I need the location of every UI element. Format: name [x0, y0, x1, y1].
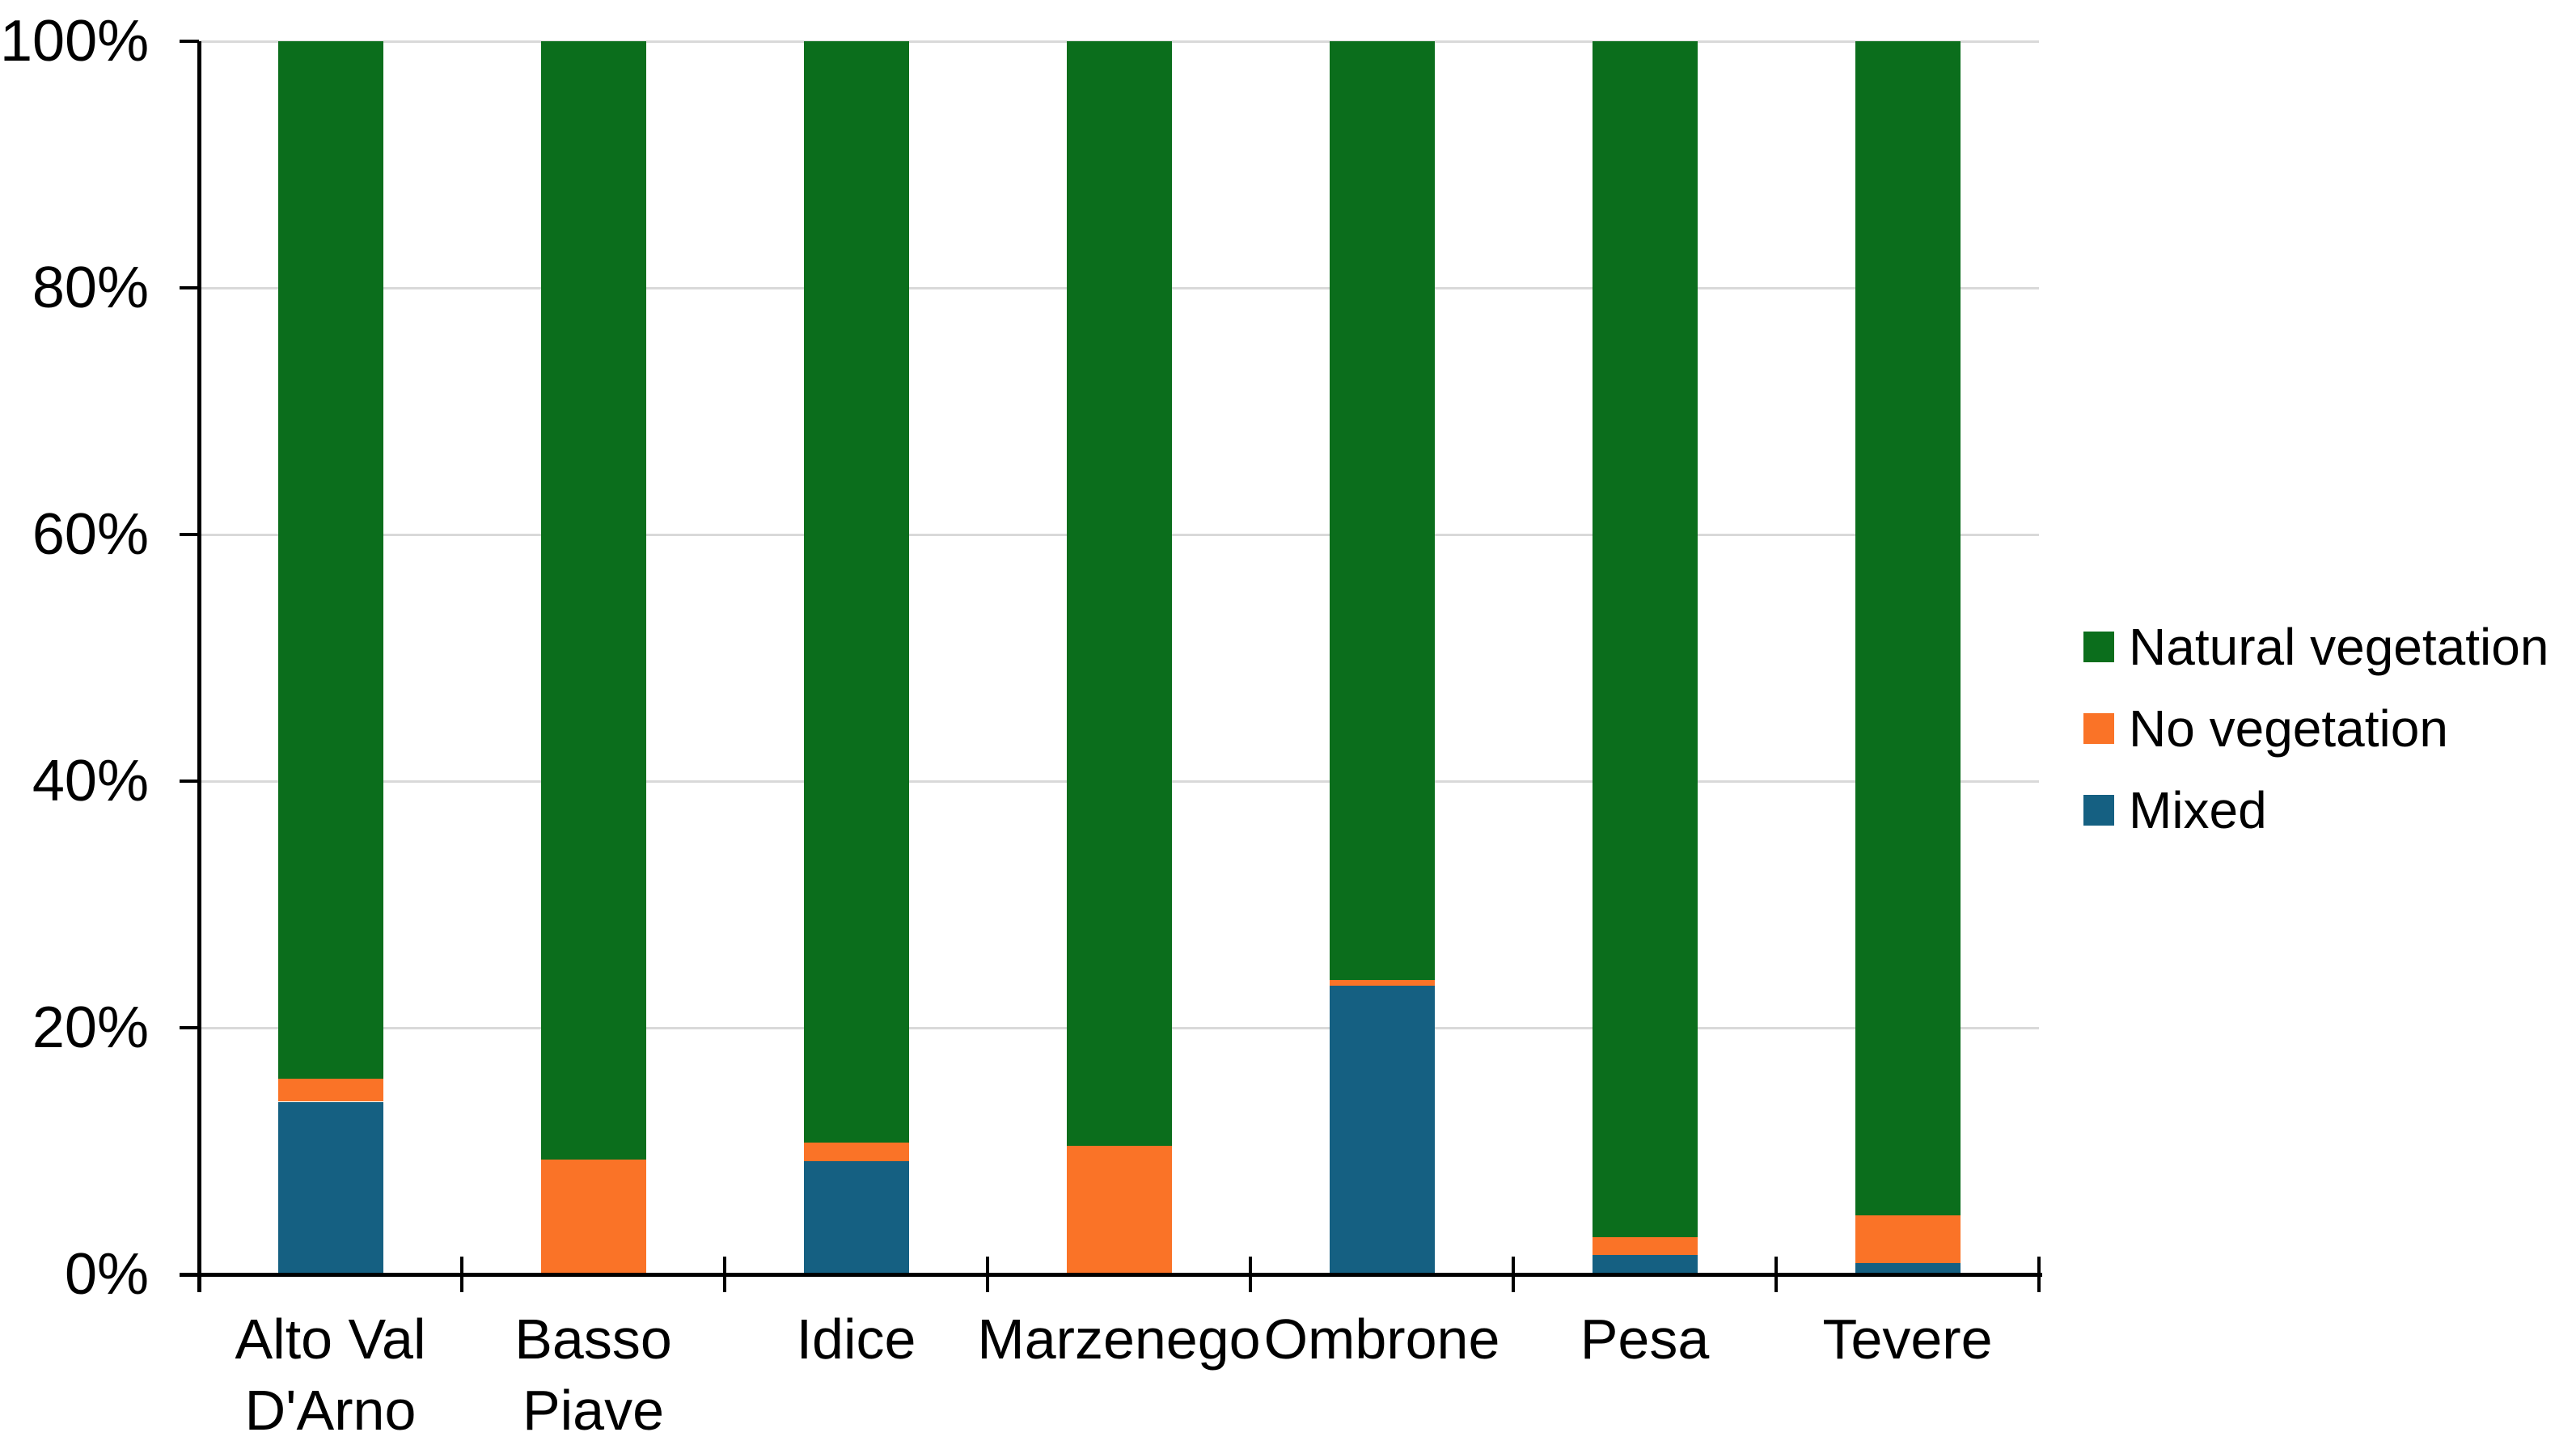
x-axis-tick — [460, 1257, 463, 1292]
bar-segment-natural-vegetation — [277, 41, 383, 1079]
x-axis-line — [180, 1273, 2042, 1277]
legend-label: Mixed — [2129, 781, 2267, 839]
bar-segment-no-vegetation — [1592, 1237, 1698, 1255]
bar-segment-natural-vegetation — [1066, 41, 1172, 1147]
category-label: Marzenego — [977, 1308, 1261, 1371]
bar-segment-no-vegetation — [540, 1160, 646, 1274]
y-axis-tick — [180, 40, 199, 43]
y-axis-tick-label: 60% — [32, 502, 149, 567]
bar-segment-no-vegetation — [1066, 1146, 1172, 1274]
category-label: Basso Piave — [514, 1308, 672, 1442]
legend-item: No vegetation — [2083, 698, 2448, 759]
x-axis-tick — [723, 1257, 726, 1292]
bar-segment-no-vegetation — [277, 1078, 383, 1102]
x-axis-tick — [2037, 1257, 2041, 1292]
legend-item: Mixed — [2083, 780, 2267, 841]
bar-segment-natural-vegetation — [1592, 41, 1698, 1238]
bar-segment-mixed — [1329, 986, 1435, 1274]
category-label: Alto Val D'Arno — [235, 1308, 426, 1442]
y-axis-tick — [180, 286, 199, 289]
category-label: Tevere — [1822, 1308, 1993, 1371]
category-label: Ombrone — [1263, 1308, 1500, 1371]
y-axis-tick-label: 100% — [0, 9, 150, 74]
bar-segment-mixed — [803, 1160, 909, 1274]
x-axis-tick — [1774, 1257, 1778, 1292]
x-axis-tick — [1249, 1257, 1252, 1292]
x-axis-tick — [197, 1257, 201, 1292]
bar-segment-mixed — [1855, 1263, 1961, 1274]
x-axis-tick — [986, 1257, 989, 1292]
category-label: Idice — [796, 1308, 916, 1371]
bar-segment-mixed — [1592, 1254, 1698, 1274]
legend-item: Natural vegetation — [2083, 616, 2549, 678]
y-axis-tick-label: 0% — [64, 1242, 149, 1307]
bar-segment-no-vegetation — [803, 1142, 909, 1161]
legend-label: No vegetation — [2129, 699, 2448, 758]
legend-swatch-icon — [2083, 632, 2114, 662]
bar-segment-mixed — [277, 1101, 383, 1274]
legend-swatch-icon — [2083, 795, 2114, 826]
bar-segment-natural-vegetation — [1855, 41, 1961, 1215]
category-label: Pesa — [1580, 1308, 1710, 1371]
legend-label: Natural vegetation — [2129, 618, 2549, 676]
bar-segment-natural-vegetation — [1329, 41, 1435, 980]
bar-segment-no-vegetation — [1855, 1215, 1961, 1264]
bar-segment-no-vegetation — [1329, 979, 1435, 987]
y-axis-tick-label: 20% — [32, 995, 149, 1060]
x-axis-tick — [1512, 1257, 1515, 1292]
y-axis-tick — [180, 780, 199, 783]
bar-segment-natural-vegetation — [540, 41, 646, 1160]
y-axis-tick — [180, 1026, 199, 1029]
bar-segment-natural-vegetation — [803, 41, 909, 1143]
y-axis-tick-label: 80% — [32, 256, 149, 320]
y-axis-line — [197, 41, 201, 1292]
legend-swatch-icon — [2083, 713, 2114, 744]
y-axis-tick-label: 40% — [32, 749, 149, 813]
y-axis-tick — [180, 533, 199, 536]
